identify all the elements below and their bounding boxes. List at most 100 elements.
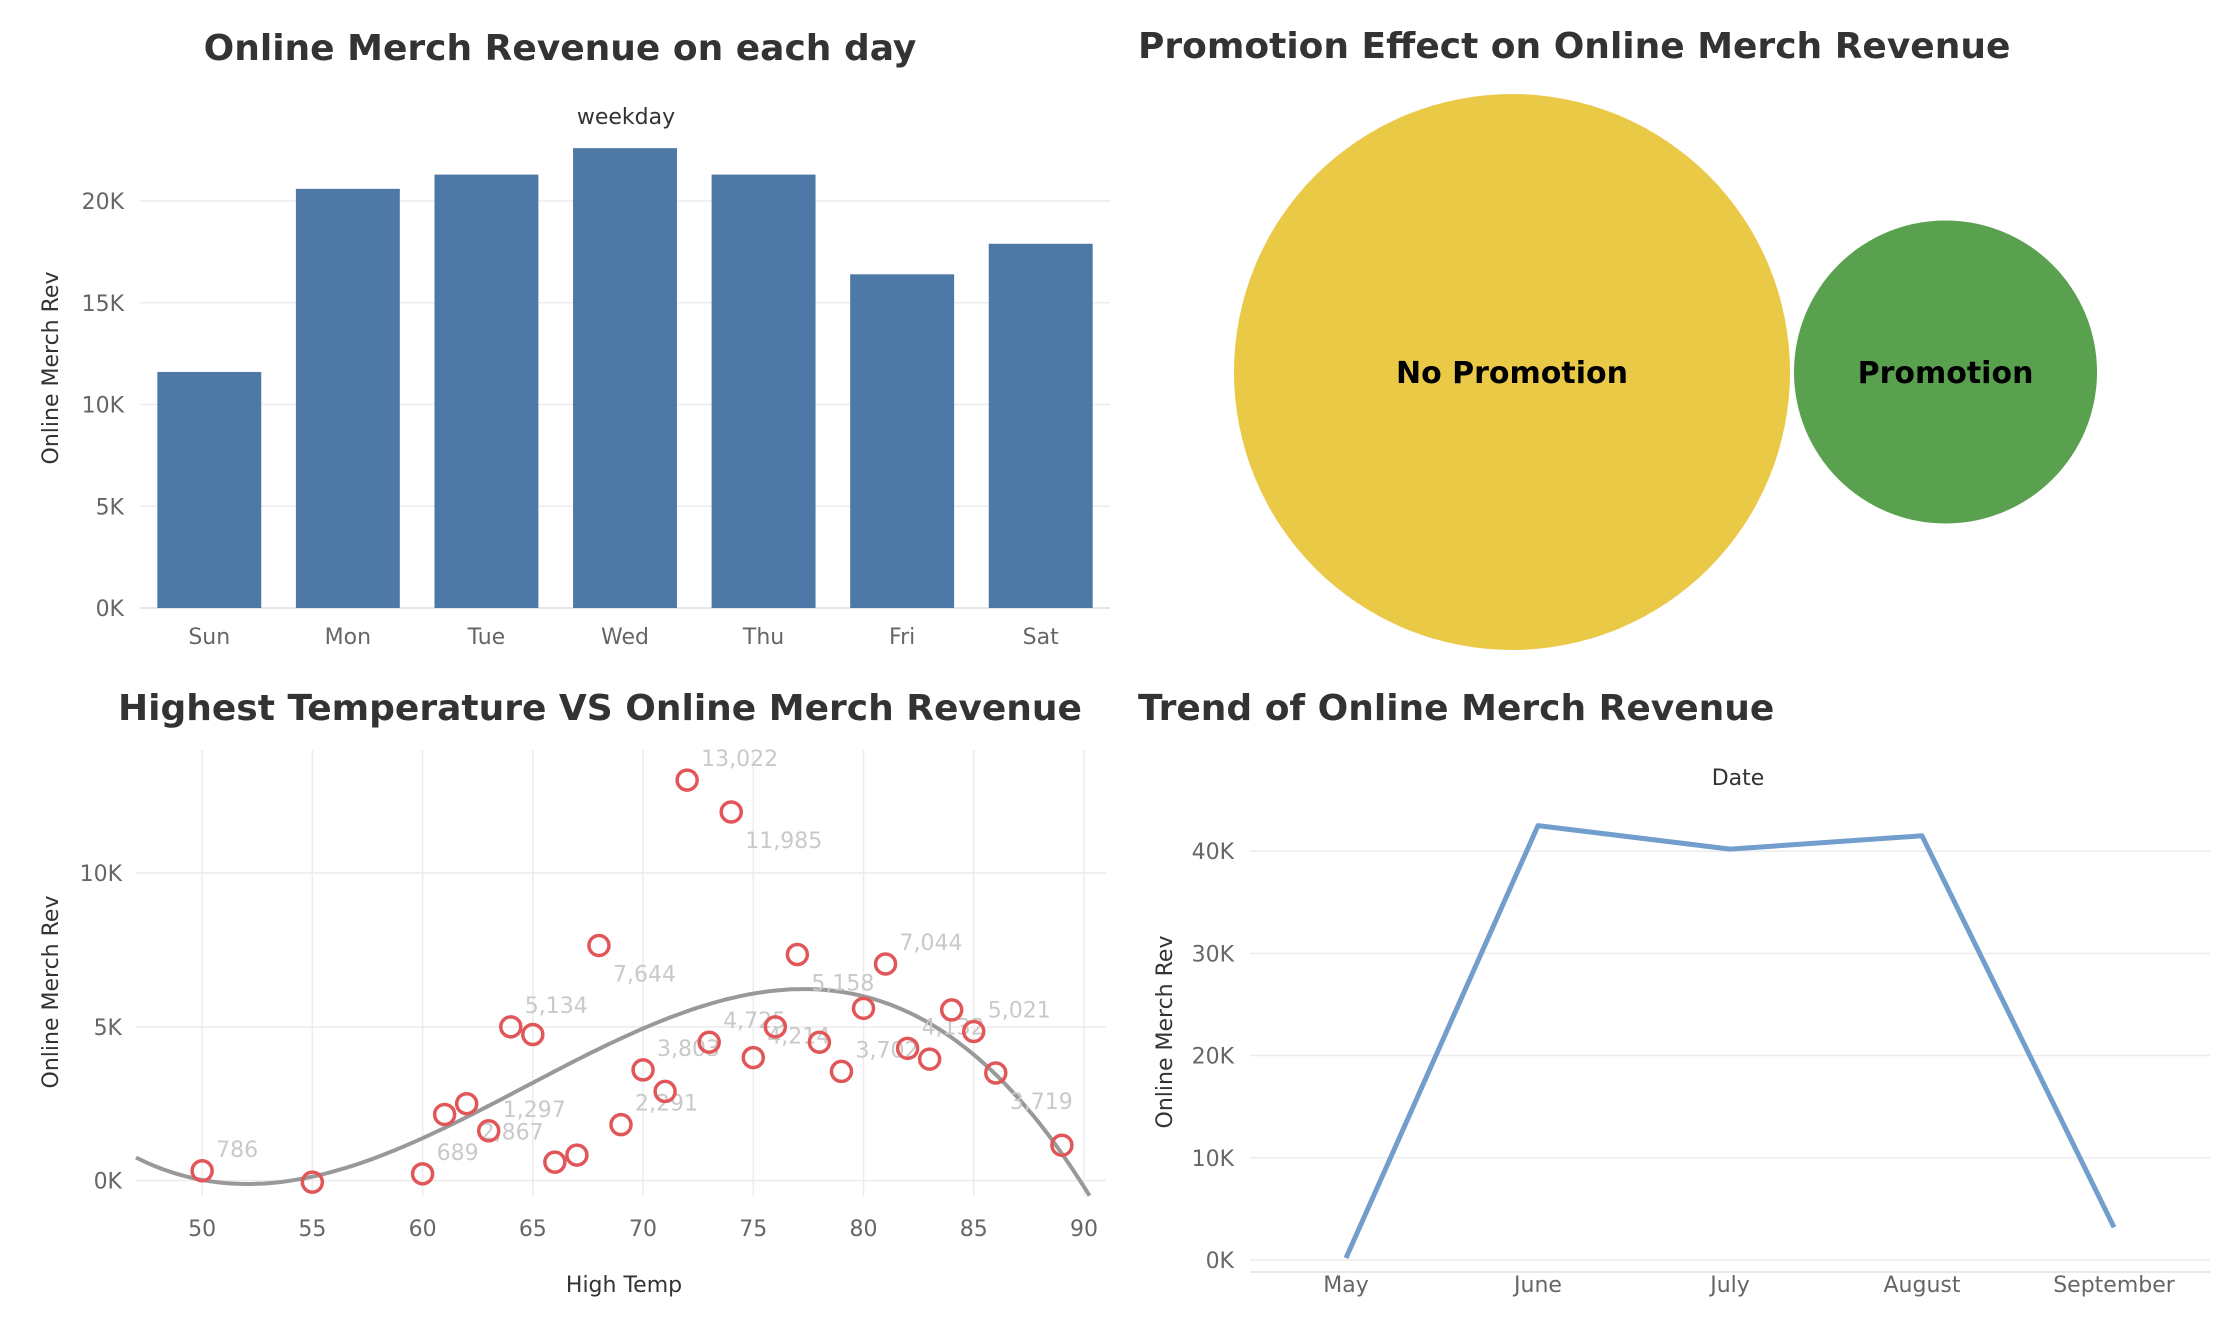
scatter-point-label: 13,022 [701,747,778,772]
scatter-x-tick-label: 65 [519,1217,547,1242]
scatter-x-tick-label: 60 [409,1217,437,1242]
bar-chart-title: Online Merch Revenue on each day [204,28,917,69]
scatter-x-axis-title: High Temp [566,1273,682,1298]
scatter-y-tick-label: 0K [94,1170,123,1195]
scatter-point [543,1150,567,1174]
scatter-chart-title: Highest Temperature VS Online Merch Reve… [118,688,1082,729]
line-y-tick-label: 30K [1192,942,1235,967]
bar-x-tick-label: Tue [467,625,506,650]
bar-x-tick-label: Sat [1023,625,1059,650]
scatter-x-tick-label: 85 [960,1217,988,1242]
line-chart-title: Trend of Online Merch Revenue [1138,688,1774,729]
scatter-point [499,1015,523,1039]
scatter-x-tick-label: 75 [739,1217,767,1242]
line-y-tick-label: 0K [1206,1249,1235,1274]
line-x-tick-label: June [1512,1273,1562,1298]
bar-tue [434,174,539,608]
scatter-point [939,998,964,1022]
line-y-tick-label: 10K [1192,1147,1235,1172]
line-y-axis-title: Online Merch Rev [1153,936,1178,1129]
scatter-point-label: 786 [216,1138,258,1163]
bar-x-tick-label: Wed [601,625,649,650]
bar-y-axis-title: Online Merch Rev [39,272,64,465]
scatter-point [763,1015,788,1039]
scatter-point [521,1022,545,1047]
line-chart-header: Date [1712,766,1765,791]
line-y-tick-label: 40K [1192,840,1235,865]
scatter-point [807,1030,832,1054]
scatter-point [851,996,876,1021]
scatter-trend-line [135,987,1092,1197]
scatter-point [1050,1133,1074,1157]
scatter-y-tick-label: 10K [80,862,123,887]
bar-mon [295,188,400,608]
scatter-point [785,942,810,967]
scatter-point-label: 5,021 [988,998,1051,1023]
scatter-point [741,1045,766,1070]
bubble-label-no-promotion: No Promotion [1396,356,1628,391]
scatter-x-tick-label: 90 [1070,1217,1098,1242]
scatter-point-label: 5,158 [811,972,874,997]
scatter-point-label: 7,644 [613,963,676,988]
bubble-chart-title: Promotion Effect on Online Merch Revenue [1138,26,2010,67]
bar-thu [711,174,816,608]
scatter-point-label: 689 [437,1141,479,1166]
scatter-point [432,1102,457,1127]
scatter-point-label: 3,803 [657,1037,720,1062]
scatter-point [917,1047,942,1071]
bubble-no-promotion [1234,94,1790,650]
scatter-y-tick-label: 5K [94,1016,123,1041]
bar-fri [850,274,955,608]
scatter-point-label: 7,044 [900,931,963,956]
scatter-point [961,1019,986,1044]
bar-x-tick-label: Fri [889,625,915,650]
scatter-point [476,1119,501,1143]
scatter-point [895,1036,920,1061]
scatter-point [587,933,611,958]
scatter-point-label: 4,725 [723,1009,786,1034]
bar-x-tick-label: Thu [742,625,784,650]
line-y-tick-label: 20K [1192,1045,1235,1070]
scatter-point [719,800,743,824]
line-x-tick-label: September [2053,1273,2176,1298]
bar-wed [573,148,677,608]
bar-y-tick-label: 0K [96,597,125,622]
bar-sun [157,371,262,608]
scatter-point [653,1079,677,1104]
bar-chart-header: weekday [577,105,675,130]
scatter-x-tick-label: 55 [298,1217,326,1242]
scatter-point-label: 1,297 [503,1098,566,1123]
bar-y-tick-label: 5K [96,495,125,520]
bubble-label-promotion: Promotion [1858,356,2034,391]
scatter-point [829,1059,854,1084]
scatter-point [300,1170,325,1194]
bar-y-tick-label: 10K [82,394,125,419]
line-x-tick-label: August [1884,1273,1961,1298]
scatter-y-axis-title: Online Merch Rev [39,896,64,1089]
bar-x-tick-label: Sun [188,625,230,650]
bar-chart: 0K 5K 10K 15K 20K Sun Mon Tue Wed Thu Fri Sat [82,148,1110,650]
scatter-point [984,1061,1008,1085]
bubble-chart: No Promotion Promotion [1234,94,2098,650]
scatter-point [565,1143,589,1167]
bubble-promotion [1794,220,2098,524]
scatter-x-tick-label: 70 [629,1217,657,1242]
scatter-point-label: 2,291 [635,1092,698,1117]
bar-sat [988,243,1093,608]
line-x-tick-label: May [1323,1273,1368,1298]
bar-x-tick-label: Mon [325,625,371,650]
line-series-revenue [1343,823,2117,1260]
scatter-point [675,768,699,792]
scatter-point [697,1030,721,1054]
bar-y-tick-label: 15K [82,292,125,317]
scatter-point [410,1162,435,1186]
scatter-point-label: 3,719 [1010,1090,1073,1115]
scatter-x-tick-label: 80 [850,1217,878,1242]
bar-y-tick-label: 20K [82,190,125,215]
scatter-point-label: 11,985 [745,829,822,854]
line-chart: 0K 10K 20K 30K 40K May June July August September [1192,823,2210,1298]
scatter-point [873,952,898,976]
scatter-x-tick-label: 50 [188,1217,216,1242]
